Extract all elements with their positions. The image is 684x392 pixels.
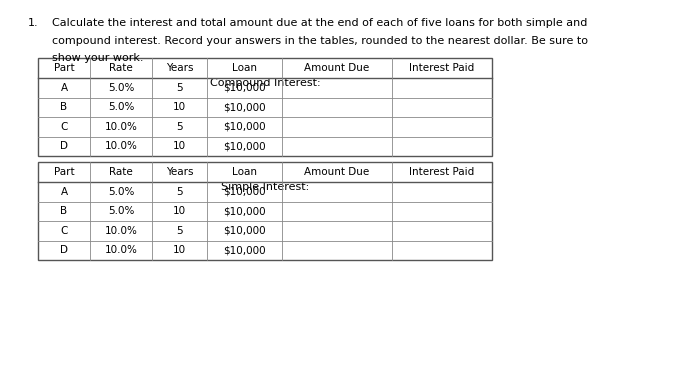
Text: Years: Years [166,167,194,177]
Text: 5: 5 [176,83,183,93]
Bar [38,162,492,260]
Text: 5: 5 [176,122,183,132]
Text: D: D [60,141,68,151]
Text: 10: 10 [173,102,186,112]
Text: $10,000: $10,000 [223,187,266,197]
Text: 5: 5 [176,187,183,197]
Text: Part: Part [53,63,75,73]
Text: Calculate the interest and total amount due at the end of each of five loans for: Calculate the interest and total amount … [52,18,588,28]
Text: compound interest. Record your answers in the tables, rounded to the nearest dol: compound interest. Record your answers i… [52,36,588,45]
Text: 10.0%: 10.0% [105,122,137,132]
Bar [38,58,492,156]
Text: 10.0%: 10.0% [105,226,137,236]
Text: Simple Interest:: Simple Interest: [221,182,309,192]
Text: Rate: Rate [109,63,133,73]
Text: Interest Paid: Interest Paid [410,63,475,73]
Text: Loan: Loan [232,63,257,73]
Text: 10.0%: 10.0% [105,245,137,255]
Text: A: A [60,187,68,197]
Text: $10,000: $10,000 [223,226,266,236]
Text: Amount Due: Amount Due [304,63,369,73]
Text: show your work.: show your work. [52,53,144,63]
Text: $10,000: $10,000 [223,83,266,93]
Text: D: D [60,245,68,255]
Text: C: C [60,226,68,236]
Text: Interest Paid: Interest Paid [410,167,475,177]
Text: $10,000: $10,000 [223,141,266,151]
Text: $10,000: $10,000 [223,245,266,255]
Text: 5.0%: 5.0% [108,83,134,93]
Text: $10,000: $10,000 [223,102,266,112]
Text: B: B [60,102,68,112]
Text: 10: 10 [173,141,186,151]
Text: Compound Interest:: Compound Interest: [210,78,320,87]
Text: $10,000: $10,000 [223,206,266,216]
Text: A: A [60,83,68,93]
Text: B: B [60,206,68,216]
Text: Years: Years [166,63,194,73]
Text: C: C [60,122,68,132]
Text: $10,000: $10,000 [223,122,266,132]
Text: 10: 10 [173,245,186,255]
Text: Part: Part [53,167,75,177]
Text: 10.0%: 10.0% [105,141,137,151]
Text: 5.0%: 5.0% [108,102,134,112]
Text: Amount Due: Amount Due [304,167,369,177]
Text: 5: 5 [176,226,183,236]
Text: 5.0%: 5.0% [108,187,134,197]
Text: Loan: Loan [232,167,257,177]
Text: 1.: 1. [28,18,38,28]
Text: 10: 10 [173,206,186,216]
Text: Rate: Rate [109,167,133,177]
Text: 5.0%: 5.0% [108,206,134,216]
